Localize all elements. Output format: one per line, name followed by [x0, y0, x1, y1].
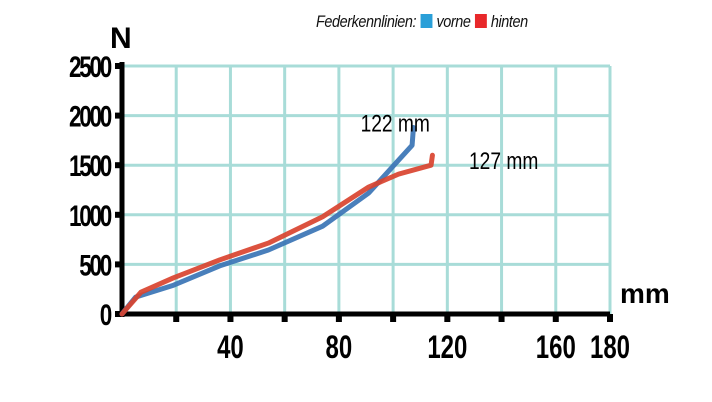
x-tick [607, 314, 613, 322]
legend-title: Federkennlinien: [316, 12, 417, 31]
x-tick [173, 314, 180, 322]
x-tick-label: 80 [326, 329, 353, 365]
x-tick [390, 314, 397, 322]
x-tick-label: 120 [427, 329, 467, 365]
x-tick [498, 314, 505, 322]
annotation: 127 mm [469, 147, 538, 175]
y-tick-label: 1500 [69, 149, 112, 183]
x-tick [335, 314, 342, 322]
y-tick [115, 311, 122, 317]
y-axis-label: N [110, 22, 132, 55]
legend-swatch-vorne [420, 14, 433, 28]
x-tick [227, 314, 234, 322]
y-tick-label: 0 [100, 298, 112, 332]
y-tick-label: 1000 [69, 199, 112, 233]
annotation: 122 mm [361, 109, 430, 137]
x-tick-label: 40 [217, 329, 244, 365]
x-tick [281, 314, 288, 322]
legend-label-hinten: hinten [490, 12, 528, 31]
y-tick-label: 2500 [69, 50, 112, 84]
legend-label-vorne: vorne [436, 12, 471, 31]
y-tick [115, 63, 122, 69]
y-tick-label: 2000 [69, 99, 112, 133]
series-line-hinten [119, 152, 435, 317]
x-tick [444, 314, 451, 322]
x-tick-label: 160 [536, 329, 576, 365]
legend: Federkennlinien: vorne hinten [316, 12, 528, 32]
y-tick [115, 162, 122, 169]
x-axis-label: mm [620, 278, 670, 309]
y-tick-label: 500 [79, 248, 111, 282]
y-tick [115, 112, 122, 119]
y-tick [115, 261, 122, 268]
y-tick [115, 211, 122, 218]
x-tick [552, 314, 559, 322]
series-line-vorne [119, 125, 416, 317]
legend-swatch-hinten [474, 14, 487, 28]
x-tick-label: 180 [590, 329, 630, 365]
